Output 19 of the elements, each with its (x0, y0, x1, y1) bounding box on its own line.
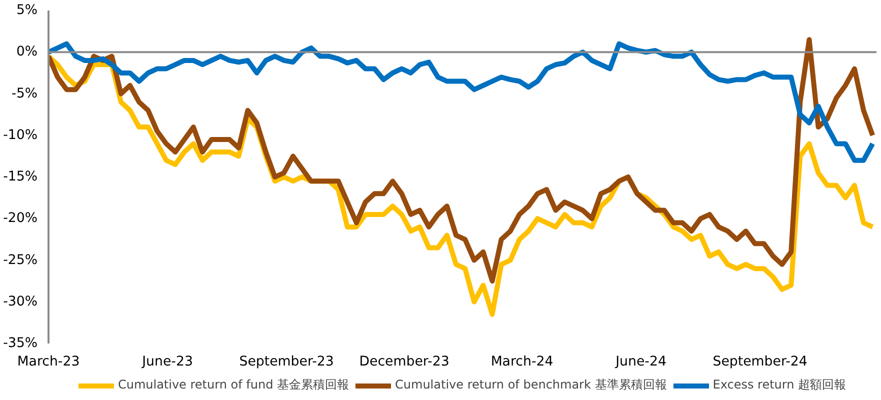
y-tick-label: -25% (3, 252, 38, 268)
y-tick-label: -20% (3, 211, 38, 226)
y-tick-label: 5% (16, 3, 38, 18)
x-tick-label: March-24 (490, 354, 554, 370)
x-tick-label: March-23 (17, 354, 80, 370)
legend-label: Cumulative return of benchmark 基準累積回報 (395, 376, 667, 394)
x-tick-label: December-23 (359, 354, 450, 370)
legend-label: Cumulative return of fund 基金累積回報 (118, 376, 350, 394)
legend-label: Excess return 超額回報 (712, 376, 846, 394)
y-tick-label: -5% (12, 86, 38, 102)
y-tick-label: -30% (3, 294, 38, 310)
x-tick-label: September-23 (239, 354, 334, 370)
y-tick-label: -15% (3, 170, 38, 184)
x-tick-label: June-23 (141, 354, 193, 370)
x-tick-label: June-24 (614, 354, 666, 370)
y-tick-label: -10% (3, 128, 38, 143)
x-tick-label: September-24 (712, 354, 808, 370)
y-tick-label: -35% (3, 336, 38, 351)
y-tick-label: 0% (16, 44, 38, 60)
